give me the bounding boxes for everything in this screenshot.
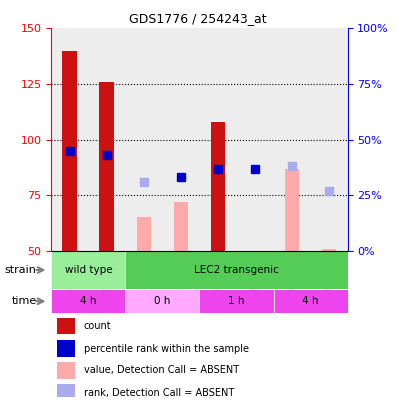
Bar [57,362,75,379]
Bar [126,28,162,251]
Text: time: time [11,296,36,306]
Bar [51,28,88,251]
Text: value, Detection Call = ABSENT: value, Detection Call = ABSENT [84,365,239,375]
Bar [274,28,310,251]
Text: strain: strain [5,265,36,275]
Bar [322,249,337,251]
Bar [57,318,75,334]
Bar [237,28,274,251]
Bar [62,51,77,251]
Bar [162,28,199,251]
Bar [137,217,151,251]
Bar [199,28,237,251]
Bar [88,28,126,251]
Text: LEC2 transgenic: LEC2 transgenic [194,265,279,275]
FancyBboxPatch shape [274,289,348,313]
FancyBboxPatch shape [126,251,348,289]
Text: GDS1776 / 254243_at: GDS1776 / 254243_at [129,12,266,25]
Text: 4 h: 4 h [80,296,97,306]
FancyBboxPatch shape [51,289,126,313]
Bar [100,82,114,251]
Bar [57,340,75,357]
Bar [285,168,299,251]
Bar [211,122,226,251]
Bar [57,384,75,401]
Bar [310,28,348,251]
Bar [173,202,188,251]
FancyBboxPatch shape [51,251,126,289]
Text: count: count [84,321,111,331]
Text: 1 h: 1 h [228,296,245,306]
Text: percentile rank within the sample: percentile rank within the sample [84,343,249,354]
Text: 0 h: 0 h [154,296,171,306]
Text: wild type: wild type [64,265,112,275]
FancyBboxPatch shape [199,289,274,313]
FancyBboxPatch shape [126,289,199,313]
Text: rank, Detection Call = ABSENT: rank, Detection Call = ABSENT [84,388,234,398]
Text: 4 h: 4 h [302,296,319,306]
